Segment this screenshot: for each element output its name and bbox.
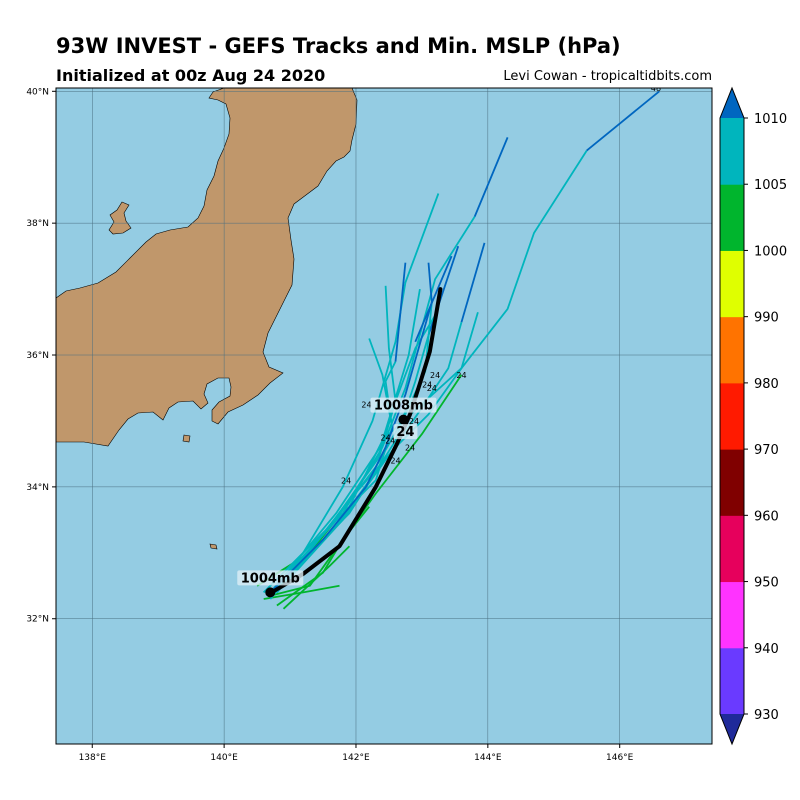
- colorbar-segment: [720, 316, 744, 384]
- hour-label: 24: [456, 371, 466, 380]
- x-tick-label: 146°E: [606, 753, 634, 763]
- member-track: [263, 584, 340, 600]
- chart-credit: Levi Cowan - tropicaltidbits.com: [503, 69, 712, 84]
- y-tick-label: 32°N: [26, 615, 49, 625]
- hour-label: 24: [361, 400, 371, 409]
- axis-ticks: 138°E 140°E 142°E 144°E 146°E 32°N 34°N 36°N 38°…: [26, 87, 633, 763]
- mean-hour-label: 24: [396, 425, 414, 440]
- member-track: [427, 262, 433, 303]
- y-tick-label: 34°N: [26, 483, 49, 493]
- land-island: [182, 434, 191, 443]
- member-track: [414, 255, 453, 343]
- mean-point: [398, 414, 409, 425]
- member-track: [282, 545, 351, 610]
- ensemble-tracks: 48: [256, 84, 661, 610]
- mslp-label: 1004mb: [241, 571, 300, 586]
- colorbar-tick-label: 950: [754, 576, 779, 591]
- hour-label: 24: [405, 443, 415, 452]
- mslp-label: 1008mb: [374, 399, 433, 414]
- colorbar-segment: [720, 449, 744, 516]
- colorbar-segment: [720, 250, 744, 318]
- colorbar-segment: [720, 184, 744, 251]
- land-japan: [56, 88, 358, 447]
- colorbar-tick-label: 1010: [754, 112, 787, 127]
- colorbar-tick-label: 960: [754, 509, 779, 524]
- member-track: [460, 242, 486, 323]
- map-frame: [55, 87, 713, 745]
- colorbar-tick-label: 970: [754, 443, 779, 458]
- hour-label: 24: [381, 433, 391, 442]
- member-track: [269, 315, 436, 594]
- colorbar-tick-label: 930: [754, 708, 779, 723]
- colorbar-over-arrow: [720, 88, 744, 118]
- colorbar-tick-label: 980: [754, 377, 779, 392]
- land-island: [108, 201, 132, 235]
- colorbar-segment: [720, 581, 744, 649]
- y-tick-label: 36°N: [26, 351, 49, 361]
- ocean: [56, 88, 712, 744]
- mean-point: [265, 587, 276, 598]
- chart-subtitle: Initialized at 00z Aug 24 2020: [56, 66, 326, 85]
- colorbar-segment: [720, 515, 744, 583]
- colorbar-segment: [720, 382, 744, 450]
- hour-label: 24: [427, 384, 437, 393]
- x-tick-label: 140°E: [210, 753, 238, 763]
- member-track: [270, 374, 463, 597]
- y-tick-label: 38°N: [26, 219, 49, 229]
- hour-label: 24: [430, 371, 440, 380]
- member-track: [269, 302, 433, 594]
- hour-label: 24: [422, 381, 432, 390]
- colorbar-tick-label: 1000: [754, 244, 787, 259]
- colorbar-under-arrow: [720, 714, 744, 744]
- member-track: [586, 90, 660, 152]
- chart-title: 93W INVEST - GEFS Tracks and Min. MSLP (…: [56, 34, 621, 58]
- colorbar: 930 940 950 960 970 980 990 1000 1005 1010: [719, 86, 787, 746]
- colorbar-segment: [720, 118, 744, 185]
- colorbar-tick-label: 1005: [754, 178, 787, 193]
- member-track: [276, 506, 370, 607]
- y-tick-label: 40°N: [26, 87, 49, 97]
- colorbar-tick-label: 990: [754, 311, 779, 326]
- colorbar-segment: [720, 647, 744, 715]
- mslp-label-bg: [370, 397, 437, 413]
- mslp-label-bg: [237, 570, 304, 586]
- member-track: [394, 262, 407, 362]
- x-tick-label: 142°E: [342, 753, 370, 763]
- mean-hour-label-bg: [393, 424, 418, 440]
- hour-label: 24: [385, 437, 395, 446]
- x-tick-label: 138°E: [79, 753, 107, 763]
- hour-label: 24: [341, 476, 351, 485]
- x-tick-label: 144°E: [474, 753, 502, 763]
- colorbar-tick-label: 940: [754, 642, 779, 657]
- mean-track: [266, 287, 443, 597]
- hour-label: 24: [409, 417, 419, 426]
- member-track: [473, 137, 509, 217]
- land-island: [209, 543, 218, 550]
- map-grid: [56, 88, 712, 744]
- member-hour-label: 48: [651, 84, 661, 93]
- hour-label: 24: [390, 457, 400, 466]
